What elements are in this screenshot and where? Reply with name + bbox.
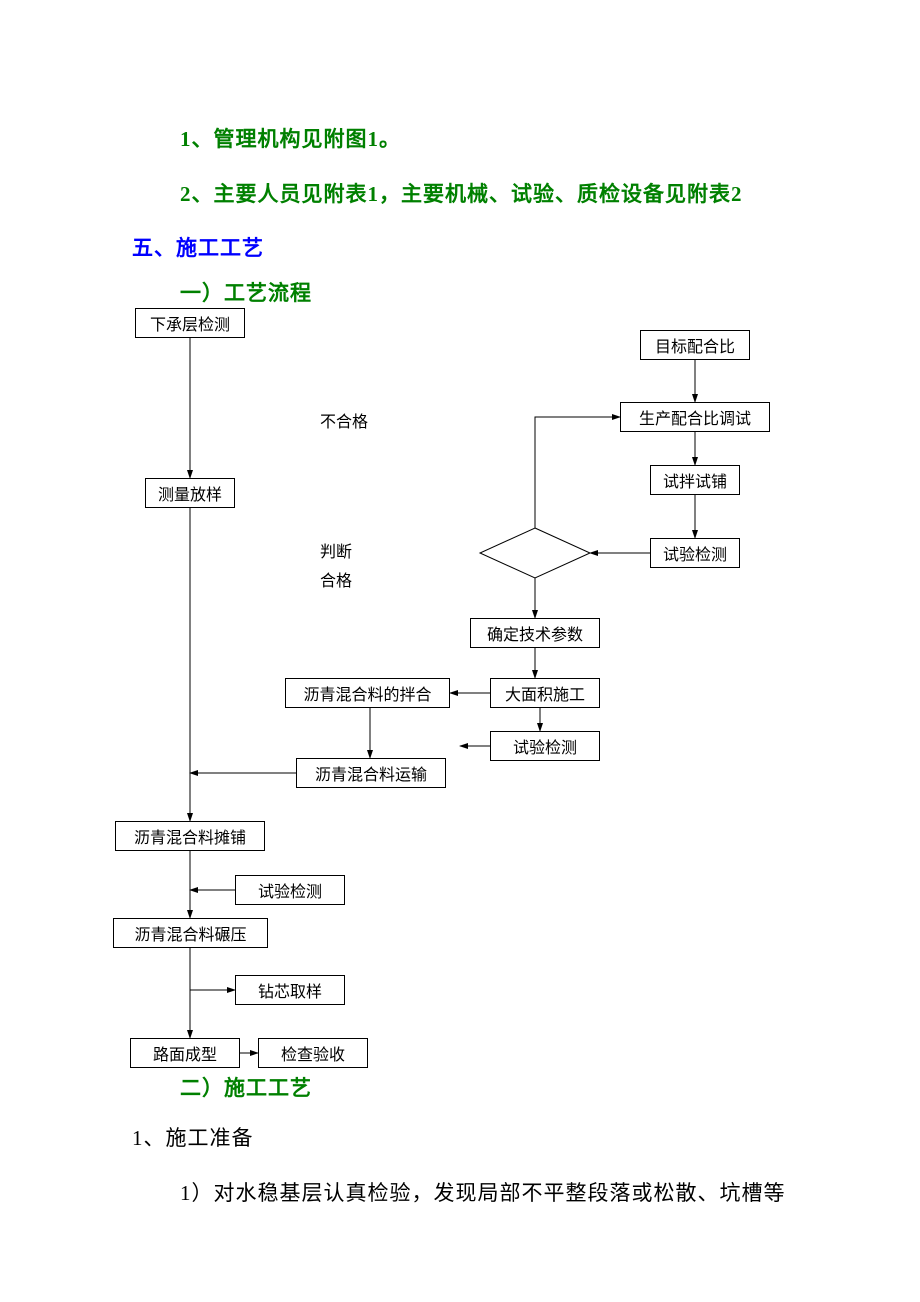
prep-heading: 1、施工准备 xyxy=(132,1122,254,1152)
node-n10: 试验检测 xyxy=(490,731,600,761)
node-n2: 目标配合比 xyxy=(640,330,750,360)
subheading-2: 二）施工工艺 xyxy=(180,1072,312,1102)
node-n9: 大面积施工 xyxy=(490,678,600,708)
text-line-2: 2、主要人员见附表1，主要机械、试验、质检设备见附表2 xyxy=(180,178,743,208)
node-n14: 沥青混合料碾压 xyxy=(113,918,268,948)
node-n1: 下承层检测 xyxy=(135,308,245,338)
node-n17: 检查验收 xyxy=(258,1038,368,1068)
label-fail: 不合格 xyxy=(320,408,368,432)
text-line-1: 1、管理机构见附图1。 xyxy=(180,123,401,153)
node-n7: 确定技术参数 xyxy=(470,618,600,648)
heading-5: 五、施工工艺 xyxy=(132,232,264,262)
subheading-1: 一）工艺流程 xyxy=(180,277,312,307)
node-n16: 路面成型 xyxy=(130,1038,240,1068)
node-n8: 沥青混合料的拌合 xyxy=(285,678,450,708)
node-n12: 沥青混合料摊铺 xyxy=(115,821,265,851)
node-n4: 试拌试铺 xyxy=(650,465,740,495)
node-n3: 生产配合比调试 xyxy=(620,402,770,432)
node-n15: 钻芯取样 xyxy=(235,975,345,1005)
node-n5: 测量放样 xyxy=(145,478,235,508)
node-n11: 沥青混合料运输 xyxy=(296,758,446,788)
page: 1、管理机构见附图1。 2、主要人员见附表1，主要机械、试验、质检设备见附表2 … xyxy=(0,0,920,1302)
label-pass: 合格 xyxy=(320,567,352,591)
node-n6: 试验检测 xyxy=(650,538,740,568)
body-line-1: 1）对水稳基层认真检验，发现局部不平整段落或松散、坑槽等 xyxy=(180,1177,786,1207)
label-judge: 判断 xyxy=(320,538,352,562)
node-n13: 试验检测 xyxy=(235,875,345,905)
